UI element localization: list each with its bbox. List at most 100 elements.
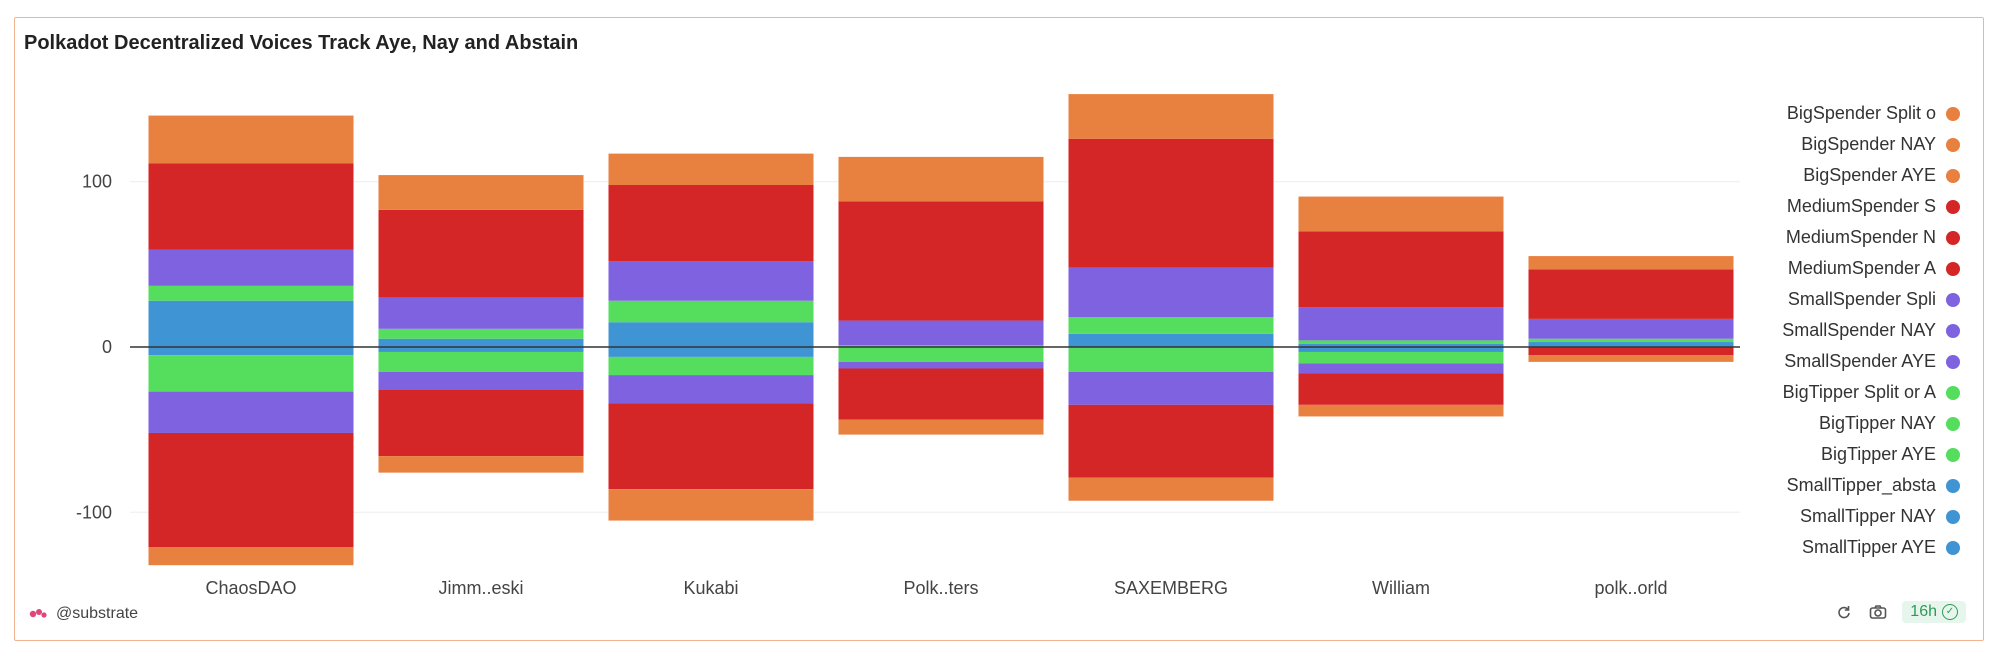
bar-segment <box>148 391 354 433</box>
legend-item[interactable]: SmallTipper_absta <box>1740 470 1960 501</box>
x-tick-label: SAXEMBERG <box>1114 578 1228 598</box>
check-icon: ✓ <box>1942 604 1958 620</box>
bar-segment <box>1068 347 1274 372</box>
bar-segment <box>1068 267 1274 318</box>
x-tick-label: Jimm..eski <box>439 578 524 598</box>
bar-segment <box>608 489 814 521</box>
bar-segment <box>838 320 1044 346</box>
legend-swatch <box>1946 168 1960 183</box>
legend-swatch <box>1946 323 1960 338</box>
bar-segment <box>1528 342 1734 347</box>
bar-segment <box>378 297 584 329</box>
bar-segment <box>838 361 1044 369</box>
bar-segment <box>1068 94 1274 139</box>
legend-item[interactable]: BigSpender NAY <box>1740 129 1960 160</box>
legend-label: SmallSpender AYE <box>1784 351 1936 371</box>
substrate-logo-icon <box>29 609 47 618</box>
bar-segment <box>1298 307 1504 341</box>
x-tick-label: William <box>1372 578 1430 598</box>
legend-swatch <box>1946 106 1960 121</box>
legend-label: BigTipper AYE <box>1820 444 1936 464</box>
legend-swatch <box>1946 199 1960 214</box>
bar-segment <box>148 249 354 286</box>
footer-actions: 16h ✓ <box>1834 601 1966 623</box>
legend-label: BigSpender AYE <box>1803 165 1936 185</box>
bar-segment <box>1528 347 1734 356</box>
bar-segment <box>1068 477 1274 501</box>
bar-segment <box>1298 351 1504 364</box>
legend-label: SmallSpender NAY <box>1782 320 1936 340</box>
bar-segment <box>1298 196 1504 232</box>
legend-swatch <box>1946 478 1960 493</box>
refresh-icon[interactable] <box>1834 602 1854 622</box>
bar-segment <box>608 403 814 490</box>
bar-segment <box>148 115 354 164</box>
x-tick-label: polk..orld <box>1594 578 1667 598</box>
bar-segment <box>378 209 584 298</box>
legend-item[interactable]: BigTipper NAY <box>1740 408 1960 439</box>
bar-segment <box>608 153 814 186</box>
freshness-label: 16h <box>1910 603 1937 620</box>
bar-segment <box>1298 231 1504 308</box>
legend-item[interactable]: MediumSpender A <box>1740 253 1960 284</box>
bar-segment <box>608 356 814 376</box>
bar-segment <box>608 185 814 262</box>
bar-segment <box>1528 338 1734 343</box>
legend-item[interactable]: BigSpender Split o <box>1740 98 1960 129</box>
bar-segment <box>838 345 1044 347</box>
legend-item[interactable]: SmallSpender AYE <box>1740 346 1960 377</box>
legend-label: SmallSpender Spli <box>1787 289 1936 309</box>
bar-segment <box>148 300 354 347</box>
bar-segment <box>148 355 354 392</box>
bar-segment <box>838 419 1044 435</box>
bar-segment <box>1298 343 1504 347</box>
legend-swatch <box>1946 292 1960 307</box>
bar-segment <box>1528 318 1734 339</box>
legend-item[interactable]: BigTipper AYE <box>1740 439 1960 470</box>
bar-segment <box>838 368 1044 420</box>
camera-icon[interactable] <box>1868 602 1888 622</box>
bar-segment <box>1068 333 1274 347</box>
bar-segment <box>1298 347 1504 352</box>
legend-item[interactable]: MediumSpender N <box>1740 222 1960 253</box>
bar-segment <box>1298 373 1504 405</box>
legend-swatch <box>1946 416 1960 431</box>
legend-label: MediumSpender S <box>1786 196 1936 216</box>
bar-segment <box>608 322 814 347</box>
legend-item[interactable]: SmallSpender Spli <box>1740 284 1960 315</box>
legend-label: MediumSpender A <box>1787 258 1936 278</box>
legend-label: BigTipper Split or A <box>1782 382 1936 402</box>
bar-segment <box>378 371 584 390</box>
y-tick-label: 0 <box>102 337 112 357</box>
x-tick-label: Polk..ters <box>903 578 978 598</box>
legend-item[interactable]: BigTipper Split or A <box>1740 377 1960 408</box>
legend-item[interactable]: SmallTipper AYE <box>1740 532 1960 563</box>
bar-segment <box>378 175 584 210</box>
legend-item[interactable]: MediumSpender S <box>1740 191 1960 222</box>
bar-segment <box>378 328 584 339</box>
legend-label: SmallTipper_absta <box>1786 475 1936 495</box>
source-attribution[interactable]: @substrate <box>28 605 138 623</box>
bar-segment <box>148 163 354 250</box>
legend-swatch <box>1946 509 1960 524</box>
legend-label: SmallTipper AYE <box>1801 537 1936 557</box>
chart-title: Polkadot Decentralized Voices Track Aye,… <box>24 32 579 54</box>
legend-item[interactable]: SmallTipper NAY <box>1740 501 1960 532</box>
legend-item[interactable]: BigSpender AYE <box>1740 160 1960 191</box>
bar-segment <box>608 261 814 301</box>
legend-swatch <box>1946 540 1960 555</box>
bar-segment <box>378 389 584 457</box>
bar-segment <box>608 300 814 323</box>
legend-item[interactable]: SmallSpender NAY <box>1740 315 1960 346</box>
bar-segment <box>148 285 354 301</box>
legend-label: SmallTipper NAY <box>1799 506 1936 526</box>
y-tick-label: -100 <box>76 502 112 522</box>
legend-swatch <box>1946 385 1960 400</box>
bar-segment <box>1298 363 1504 374</box>
legend-swatch <box>1946 447 1960 462</box>
bar-segment <box>1068 371 1274 405</box>
bar-segment <box>1528 269 1734 319</box>
freshness-badge[interactable]: 16h ✓ <box>1902 601 1966 623</box>
bar-segment <box>838 201 1044 321</box>
